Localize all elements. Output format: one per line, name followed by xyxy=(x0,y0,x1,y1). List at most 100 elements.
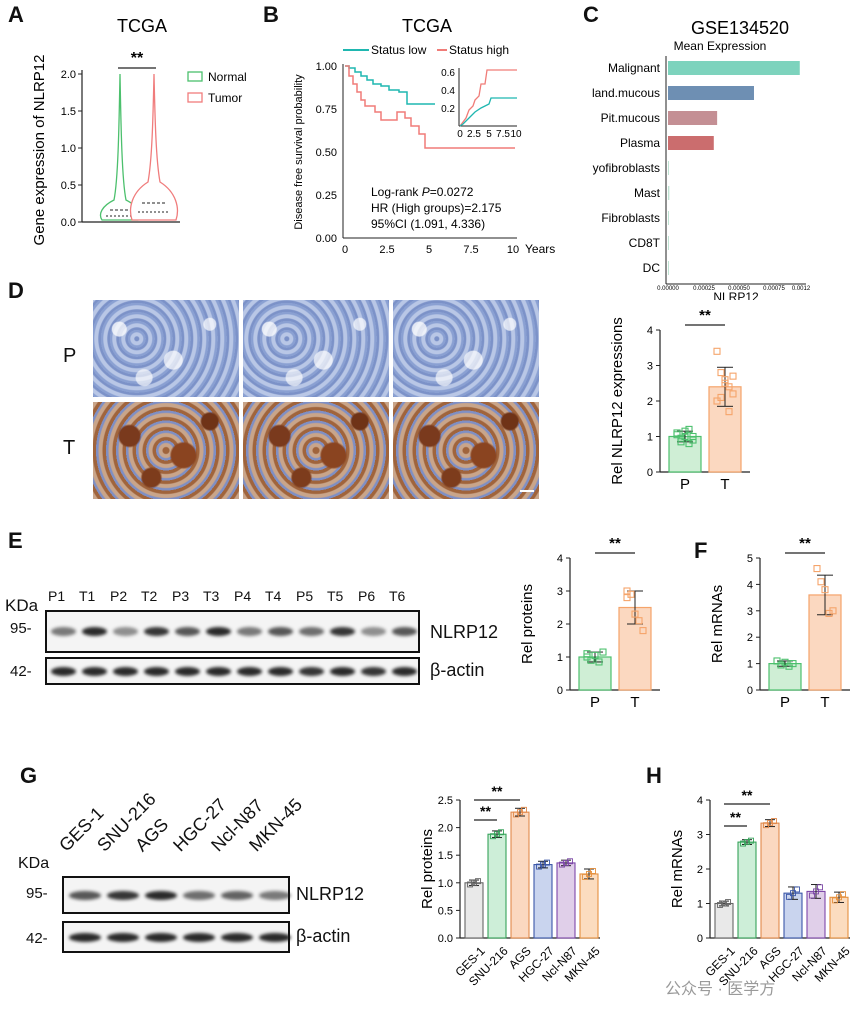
y-tick-label: 0 xyxy=(747,685,753,697)
panel-c-xtick: 0.00000 xyxy=(657,286,679,292)
bar-plasma xyxy=(668,136,714,150)
panel-e-marker-95: 95- xyxy=(10,620,32,637)
data-point xyxy=(586,871,592,877)
ihc-image-t3 xyxy=(393,402,539,499)
panel-b-stat-hr: HR (High groups)=2.175 xyxy=(371,201,502,215)
blot-band xyxy=(183,890,215,900)
panel-a-ytick: 0.0 xyxy=(61,217,76,229)
row-label-p: P xyxy=(63,345,77,367)
bar-p xyxy=(578,656,612,691)
blot-band xyxy=(221,932,253,942)
blot-band xyxy=(237,666,262,676)
lane-label-t6: T6 xyxy=(389,588,406,604)
blot-band xyxy=(206,666,231,676)
bar-ncl-n87 xyxy=(556,862,576,939)
panel-e-actin-blot xyxy=(45,657,420,685)
blot-band xyxy=(259,932,291,942)
panel-e-bar-chart: 0 1 2 3 4 Rel proteins P T ** xyxy=(519,535,660,711)
bar-ags xyxy=(510,811,530,939)
panel-c-title: GSE134520 xyxy=(691,18,789,38)
data-point xyxy=(786,893,792,900)
y-tick-label: 2 xyxy=(557,619,563,631)
data-point xyxy=(829,607,837,615)
data-point xyxy=(832,897,838,904)
blot-band xyxy=(145,890,177,900)
data-point xyxy=(467,881,473,888)
y-tick-label: 0.0 xyxy=(438,933,453,945)
panel-b-stat-prefix: Log-rank xyxy=(371,185,422,199)
y-tick-label: 1 xyxy=(747,659,753,671)
lane-label-t5: T5 xyxy=(327,588,344,604)
tumor-violin xyxy=(129,73,179,221)
data-point xyxy=(639,627,647,635)
panel-g-actin-blot xyxy=(62,921,291,953)
significance-marker: ** xyxy=(799,535,811,552)
y-tick-label: 4 xyxy=(697,795,703,807)
significance-marker: ** xyxy=(609,535,621,552)
y-tick-label: 1 xyxy=(697,899,703,911)
data-point xyxy=(717,901,723,908)
bar-fibroblasts xyxy=(668,211,669,225)
row-label-t: T xyxy=(63,437,76,459)
lane-label-p3: P3 xyxy=(172,588,190,604)
bar-ges-1 xyxy=(464,882,484,939)
category-label: Plasma xyxy=(620,136,660,150)
data-point xyxy=(725,408,733,416)
legend-tumor-label: Tumor xyxy=(208,91,242,105)
data-point xyxy=(813,888,819,895)
lane-label-p5: P5 xyxy=(296,588,314,604)
y-tick-label: 3 xyxy=(747,606,753,618)
x-tick-label: T xyxy=(630,694,639,711)
y-tick-label: 4 xyxy=(747,579,753,591)
data-point xyxy=(471,879,477,886)
blot-band xyxy=(69,932,101,942)
blot-band xyxy=(183,932,215,942)
y-tick-label: 2.0 xyxy=(438,823,453,835)
y-tick-label: 0.5 xyxy=(438,905,453,917)
data-point xyxy=(521,806,527,813)
data-point xyxy=(559,861,565,868)
bar-mkn-45 xyxy=(829,896,849,939)
panel-c-subtitle: Mean Expression xyxy=(674,39,767,53)
panel-g-nlrp12-blot xyxy=(62,876,291,914)
data-point xyxy=(748,837,754,844)
inset-xtick: 10 xyxy=(510,129,522,140)
x-tick-label: T xyxy=(820,694,829,711)
data-point xyxy=(590,868,596,874)
panel-b-title: TCGA xyxy=(402,16,452,36)
bar-hgc-27 xyxy=(783,892,803,939)
x-tick-label: T xyxy=(720,476,729,493)
lane-label-t2: T2 xyxy=(141,588,158,604)
y-axis-label: Rel proteins xyxy=(519,584,536,664)
bar-mkn-45 xyxy=(579,873,599,939)
bar-gland-mucous xyxy=(668,86,754,100)
blot-band xyxy=(51,666,76,676)
y-tick-label: 2 xyxy=(747,632,753,644)
inset-xtick: 7.5 xyxy=(496,129,510,140)
panel-a-ytick: 1.0 xyxy=(61,143,76,155)
km-curve-status-low xyxy=(345,65,435,105)
y-tick-label: 1 xyxy=(647,432,653,444)
data-point xyxy=(790,890,796,897)
panel-b-inset: 0.2 0.4 0.6 0 2.5 5 7.5 10 xyxy=(441,68,522,140)
data-point xyxy=(781,658,789,666)
blot-band xyxy=(145,932,177,942)
panel-g-marker-42: 42- xyxy=(26,930,48,947)
blot-band xyxy=(69,890,101,900)
blot-band xyxy=(82,666,107,676)
blot-band xyxy=(206,627,231,636)
category-label: CD8T xyxy=(629,236,661,250)
data-point xyxy=(623,594,631,602)
data-point xyxy=(729,390,737,398)
bar-cd8t xyxy=(668,236,669,250)
inset-ytick: 0.6 xyxy=(441,68,455,79)
data-point xyxy=(744,839,750,846)
panel-b-xlabel: Years xyxy=(525,242,555,256)
panel-b-xtick: 0 xyxy=(342,244,348,256)
legend-tumor-swatch xyxy=(187,92,203,103)
blot-band xyxy=(330,666,355,676)
panel-b-ytick: 0.75 xyxy=(316,104,337,116)
inset-ytick: 0.4 xyxy=(441,86,455,97)
panel-e-kda: KDa xyxy=(5,596,39,615)
